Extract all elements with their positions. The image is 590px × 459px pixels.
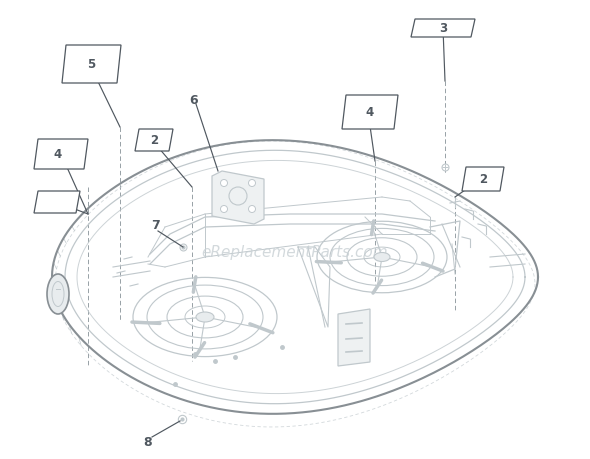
Circle shape — [221, 206, 228, 213]
Polygon shape — [342, 96, 398, 130]
Text: 4: 4 — [366, 106, 374, 119]
Text: 3: 3 — [439, 22, 447, 35]
Polygon shape — [135, 130, 173, 151]
Text: 4: 4 — [54, 148, 62, 161]
Text: eReplacementParts.com: eReplacementParts.com — [202, 244, 388, 259]
Circle shape — [229, 188, 247, 206]
Polygon shape — [62, 46, 121, 84]
Polygon shape — [411, 20, 475, 38]
Text: 2: 2 — [479, 173, 487, 186]
Text: 8: 8 — [144, 436, 152, 448]
Text: 7: 7 — [150, 219, 159, 232]
Ellipse shape — [196, 312, 214, 322]
Circle shape — [248, 206, 255, 213]
Text: 5: 5 — [87, 58, 96, 71]
Text: 6: 6 — [190, 93, 198, 106]
Polygon shape — [338, 309, 370, 366]
Polygon shape — [34, 191, 80, 213]
Ellipse shape — [47, 274, 69, 314]
Polygon shape — [34, 140, 88, 170]
Circle shape — [248, 180, 255, 187]
Text: 2: 2 — [150, 134, 158, 147]
Polygon shape — [462, 168, 504, 191]
Polygon shape — [212, 172, 264, 224]
Ellipse shape — [374, 253, 390, 262]
Circle shape — [221, 180, 228, 187]
